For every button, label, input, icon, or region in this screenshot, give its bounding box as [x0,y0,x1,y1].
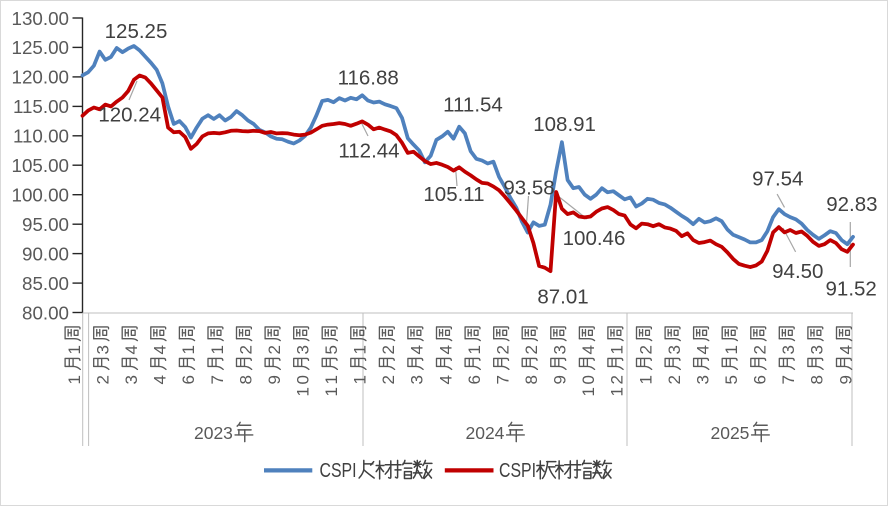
svg-text:1: 1 [179,345,198,354]
svg-text:6: 6 [465,375,484,384]
svg-text:2: 2 [494,345,513,354]
svg-text:2024: 2024 [466,423,505,443]
svg-text:CSPI: CSPI [499,459,536,482]
svg-text:3: 3 [808,345,827,354]
svg-text:4: 4 [693,345,712,354]
svg-text:2023: 2023 [194,423,233,443]
svg-text:6: 6 [751,375,770,384]
svg-text:1: 1 [351,345,370,354]
svg-text:9: 9 [265,375,284,384]
svg-text:130.00: 130.00 [12,8,69,29]
svg-text:100.00: 100.00 [12,185,69,206]
svg-text:7: 7 [208,375,227,384]
svg-text:4: 4 [436,345,455,354]
svg-text:4: 4 [436,375,455,384]
svg-text:9: 9 [551,375,570,384]
svg-text:8: 8 [236,375,255,384]
svg-text:5: 5 [322,345,341,354]
svg-text:80.00: 80.00 [22,302,69,323]
svg-text:105.00: 105.00 [12,155,69,176]
svg-text:1: 1 [351,375,370,384]
svg-text:9: 9 [836,375,855,384]
svg-text:3: 3 [294,345,313,354]
svg-text:1: 1 [579,387,598,396]
svg-text:2: 2 [636,345,655,354]
svg-text:1: 1 [722,345,741,354]
svg-text:3: 3 [693,375,712,384]
svg-text:120.24: 120.24 [98,104,161,127]
svg-text:2: 2 [94,375,113,384]
svg-text:2: 2 [522,345,541,354]
svg-text:87.01: 87.01 [537,285,588,308]
svg-text:105.11: 105.11 [423,183,484,206]
svg-text:0: 0 [579,375,598,384]
svg-text:108.91: 108.91 [533,113,596,136]
svg-text:4: 4 [408,345,427,354]
svg-text:125.00: 125.00 [12,37,69,58]
svg-text:7: 7 [494,375,513,384]
svg-text:6: 6 [179,375,198,384]
svg-text:112.44: 112.44 [338,139,399,162]
svg-text:85.00: 85.00 [22,273,69,294]
svg-text:4: 4 [151,345,170,354]
svg-text:3: 3 [122,375,141,384]
svg-text:1: 1 [294,387,313,396]
svg-text:3: 3 [551,345,570,354]
svg-text:95.00: 95.00 [22,214,69,235]
svg-text:2: 2 [608,375,627,384]
svg-text:91.52: 91.52 [826,278,877,301]
svg-text:3: 3 [665,345,684,354]
svg-text:CSPI: CSPI [320,459,357,482]
svg-text:7: 7 [779,375,798,384]
svg-text:4: 4 [836,345,855,354]
svg-text:115.00: 115.00 [13,96,69,117]
svg-text:92.83: 92.83 [826,193,877,216]
svg-text:2: 2 [265,345,284,354]
svg-text:4: 4 [579,345,598,354]
svg-text:2: 2 [236,345,255,354]
svg-text:4: 4 [122,345,141,354]
svg-text:2: 2 [751,345,770,354]
svg-text:8: 8 [522,375,541,384]
svg-text:1: 1 [636,375,655,384]
svg-text:120.00: 120.00 [12,67,69,88]
svg-text:116.88: 116.88 [338,67,399,90]
svg-text:125.25: 125.25 [105,20,168,43]
svg-text:1: 1 [608,345,627,354]
svg-text:2025: 2025 [711,423,750,443]
svg-text:94.50: 94.50 [772,260,823,283]
svg-text:1: 1 [465,345,484,354]
svg-text:1: 1 [322,387,341,396]
svg-text:3: 3 [779,345,798,354]
svg-text:2: 2 [665,375,684,384]
svg-text:110.00: 110.00 [13,126,69,147]
svg-text:2: 2 [379,375,398,384]
svg-text:1: 1 [322,375,341,384]
svg-text:93.58: 93.58 [503,176,554,199]
svg-text:97.54: 97.54 [752,168,803,191]
svg-text:1: 1 [608,387,627,396]
svg-text:1: 1 [65,375,84,384]
svg-text:3: 3 [94,345,113,354]
svg-text:2: 2 [379,345,398,354]
svg-text:3: 3 [408,375,427,384]
svg-text:0: 0 [294,375,313,384]
svg-text:1: 1 [208,345,227,354]
svg-text:90.00: 90.00 [22,243,69,264]
svg-text:111.54: 111.54 [443,94,503,117]
svg-text:5: 5 [722,375,741,384]
svg-text:1: 1 [65,345,84,354]
svg-text:8: 8 [808,375,827,384]
svg-text:4: 4 [151,375,170,384]
svg-text:100.46: 100.46 [563,227,626,250]
